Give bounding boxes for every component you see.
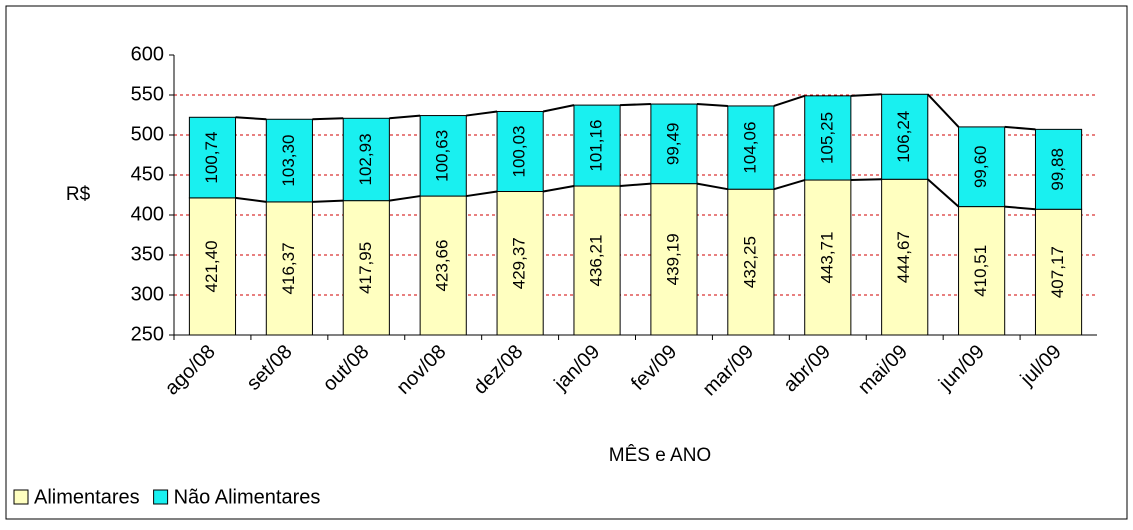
bar-segment	[958, 126, 1006, 208]
bar-segment	[573, 104, 621, 187]
bar-segment	[650, 183, 698, 336]
bar-segment	[727, 188, 775, 336]
legend-label: Alimentares	[34, 486, 140, 508]
y-tick-label: 600	[131, 43, 164, 65]
bar-segment	[804, 95, 852, 181]
value-label: 102,93	[356, 133, 375, 185]
bar-segment	[342, 117, 390, 202]
bar-segment	[265, 201, 313, 336]
value-label: 436,21	[587, 235, 606, 287]
bar-segment	[650, 103, 698, 185]
value-label: 421,40	[202, 240, 221, 292]
series-line	[466, 110, 498, 117]
legend-swatch	[153, 489, 169, 505]
bar-segment	[342, 200, 390, 336]
series-line	[620, 103, 651, 107]
series-line	[773, 179, 806, 191]
value-label: 423,66	[433, 240, 452, 292]
series-line	[389, 114, 421, 120]
series-line	[466, 190, 498, 198]
value-label: 100,03	[510, 125, 529, 177]
value-label: 429,37	[510, 237, 529, 289]
value-label: 100,63	[433, 130, 452, 182]
bar-segment	[1034, 128, 1083, 210]
series-line	[1004, 125, 1036, 131]
series-line	[927, 93, 960, 128]
series-line	[1004, 205, 1036, 211]
value-label: 444,67	[894, 231, 913, 283]
y-tick-label: 400	[131, 203, 164, 225]
series-line	[696, 182, 728, 191]
y-axis-title: R$	[66, 184, 91, 205]
bar-segment	[1034, 208, 1083, 336]
series-line	[696, 103, 728, 107]
bar-segment	[265, 118, 313, 203]
series-line	[312, 117, 344, 121]
value-label: 104,06	[740, 122, 759, 174]
series-line	[312, 199, 344, 203]
value-label: 100,74	[202, 132, 221, 184]
series-line	[543, 185, 575, 193]
bar-segment	[881, 178, 929, 336]
value-label: 417,95	[356, 242, 375, 294]
bar-segment	[727, 105, 775, 190]
value-label: 432,25	[740, 236, 759, 288]
bar-segment	[188, 197, 237, 336]
value-label: 407,17	[1048, 246, 1067, 298]
bar-segment	[881, 93, 929, 180]
x-axis-title: MÊS e ANO	[609, 444, 711, 466]
y-tick-label: 350	[131, 243, 164, 265]
bar-segment	[419, 115, 467, 197]
legend-label: Não Alimentares	[174, 486, 321, 508]
series-line	[389, 195, 421, 202]
y-tick-label: 550	[131, 83, 164, 105]
value-label: 99,49	[663, 123, 682, 166]
series-line	[620, 182, 651, 188]
series-line	[927, 178, 960, 208]
value-label: 416,37	[279, 242, 298, 294]
bar-segment	[804, 179, 852, 336]
value-label: 410,51	[971, 245, 990, 297]
series-line	[235, 196, 267, 203]
y-tick-label: 450	[131, 163, 164, 185]
series-line	[235, 116, 267, 121]
series-line	[850, 93, 882, 97]
value-label: 105,25	[817, 112, 836, 164]
series-line	[850, 178, 882, 182]
y-tick-label: 250	[131, 323, 164, 345]
value-label: 99,88	[1048, 148, 1067, 191]
bar-segment	[496, 191, 544, 336]
value-label: 106,24	[894, 111, 913, 163]
value-label: 101,16	[587, 120, 606, 172]
y-tick-label: 300	[131, 283, 164, 305]
bar-segment	[958, 206, 1006, 336]
bar-segment	[188, 116, 237, 199]
value-label: 99,60	[971, 145, 990, 188]
series-line	[542, 104, 575, 113]
value-label: 103,30	[279, 135, 298, 187]
bar-segment	[419, 195, 467, 336]
value-label: 443,71	[817, 232, 836, 284]
bar-segment	[496, 110, 544, 193]
series-line	[773, 94, 806, 107]
y-tick-label: 500	[131, 123, 164, 145]
value-label: 439,19	[663, 233, 682, 285]
legend-swatch	[13, 489, 29, 505]
